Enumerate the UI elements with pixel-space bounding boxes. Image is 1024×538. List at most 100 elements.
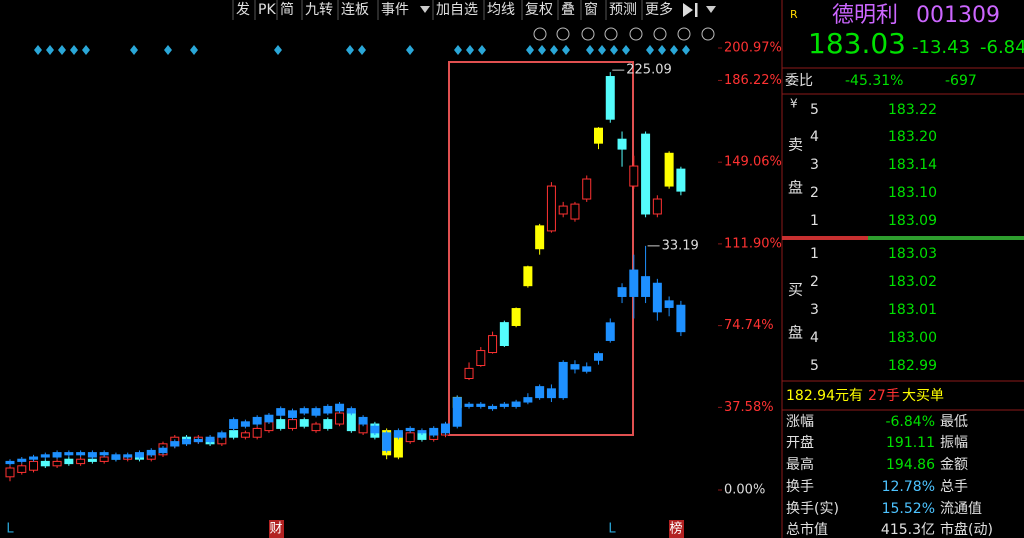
chart-tool-icon[interactable] (701, 27, 715, 41)
candle-body (123, 454, 133, 458)
toolbar-button[interactable]: 九转 (305, 2, 333, 18)
marker-bg (669, 520, 684, 538)
stat-label: 金额 (940, 457, 968, 473)
x-marker: L (608, 522, 616, 537)
candle-body (488, 405, 498, 410)
candle-body (40, 454, 50, 458)
candle-body (617, 138, 627, 150)
signal-diamond (358, 45, 366, 55)
dropdown-icon[interactable] (420, 6, 430, 13)
toolbar-button[interactable]: 预测 (609, 2, 637, 18)
candle-body (429, 427, 439, 436)
candle-body (476, 350, 486, 367)
stat-value: 191.11 (886, 435, 935, 451)
stat-label: 最低 (940, 414, 968, 430)
candle-body (570, 203, 580, 220)
stock-name: 德明利 (832, 3, 898, 28)
candle-body (488, 335, 498, 354)
chart-tool-icon[interactable] (629, 27, 643, 41)
toolbar-button[interactable]: 连板 (341, 2, 369, 18)
candle-body (335, 403, 345, 412)
toolbar-button[interactable]: 叠 (561, 2, 575, 18)
candle-body (87, 458, 97, 462)
candle-body (40, 460, 50, 467)
signal-diamond (562, 45, 570, 55)
chart-tool-icon[interactable] (533, 27, 547, 41)
chart-tool-icon[interactable] (581, 27, 595, 41)
candle-body (229, 419, 239, 429)
candle-body (605, 322, 615, 341)
candle-body (299, 408, 309, 414)
candle-body (29, 460, 39, 471)
candle-body (641, 133, 651, 215)
y-tick-label: 149.06% (724, 155, 782, 170)
candle-body (664, 152, 674, 187)
signal-diamond (46, 45, 54, 55)
candle-body (287, 419, 297, 429)
level: 4 (810, 330, 819, 346)
bid-price: 182.99 (888, 358, 937, 374)
signal-diamond (526, 45, 534, 55)
chart-tool-icon[interactable] (604, 27, 618, 41)
toolbar-button[interactable]: 更多 (645, 1, 673, 18)
chart-tool-icon[interactable] (677, 27, 691, 41)
ask-price: 183.09 (888, 213, 937, 229)
x-marker: 榜 (669, 521, 682, 537)
candle-body (370, 425, 380, 434)
chart-tool-icon[interactable] (556, 27, 570, 41)
x-marker: L (6, 522, 14, 537)
level: 5 (810, 358, 819, 374)
label: 买 (788, 281, 803, 299)
toolbar-button[interactable]: 加自选 (436, 2, 478, 18)
ratio-diff: -697 (945, 73, 977, 89)
signal-diamond (346, 45, 354, 55)
toolbar-button[interactable]: 发 (236, 2, 250, 18)
y-tick-label: 0.00% (724, 483, 765, 498)
candle-body (64, 452, 74, 456)
candle-body (252, 427, 262, 438)
candle-body (594, 127, 603, 144)
candle-body (346, 408, 356, 414)
level: 2 (810, 274, 819, 290)
candle-body (535, 386, 545, 399)
toolbar-button[interactable]: PK (258, 2, 276, 18)
chart-tool-icon[interactable] (653, 27, 667, 41)
candle-body (276, 419, 286, 429)
candle-body (511, 401, 521, 407)
candle-body (464, 367, 474, 379)
toolbar-button[interactable]: 均线 (487, 2, 515, 18)
toolbar-button[interactable]: 简 (280, 1, 294, 18)
candle-body (29, 456, 39, 460)
x-marker: 财 (269, 522, 282, 537)
candle-body (664, 300, 674, 308)
annotation: 225.09 (626, 63, 672, 78)
dropdown-icon[interactable] (706, 6, 716, 13)
candle-body (382, 432, 392, 451)
ask-price: 183.22 (888, 102, 937, 118)
toolbar-button[interactable]: 复权 (525, 1, 553, 18)
forward-icon[interactable] (683, 3, 693, 17)
toolbar-button[interactable]: 事件 (381, 2, 409, 18)
candle-body (535, 225, 545, 250)
candle-body (499, 322, 509, 347)
ask-price: 183.14 (888, 157, 937, 173)
stat-label: 最高 (786, 456, 814, 473)
candle-body (452, 397, 462, 427)
toolbar-button[interactable]: 窗 (584, 1, 598, 18)
candle-body (594, 353, 603, 361)
candle-body (134, 452, 144, 458)
candle-body (511, 308, 521, 326)
candle-body (405, 427, 415, 432)
candle-body (99, 452, 109, 456)
big-order-volume: 27手 (868, 388, 900, 404)
candle-body (629, 269, 639, 297)
annotation: 33.19 (662, 238, 699, 253)
signal-diamond (658, 45, 666, 55)
candle-body (52, 460, 62, 467)
candle-body (499, 403, 509, 407)
signal-diamond (538, 45, 546, 55)
candle-body (358, 416, 368, 425)
candle-body (193, 438, 203, 443)
candle-body (276, 408, 286, 416)
change-pct: -6.84 (980, 37, 1024, 58)
